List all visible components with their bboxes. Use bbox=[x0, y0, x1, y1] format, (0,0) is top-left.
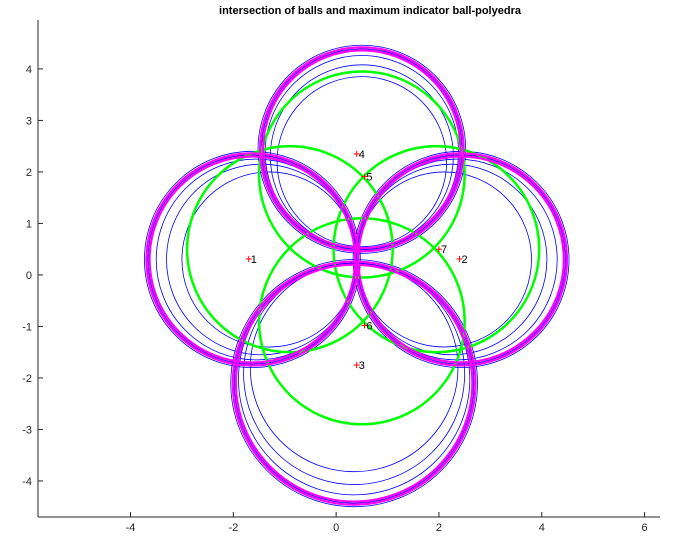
magenta-circle-2 bbox=[262, 49, 462, 250]
y-tick-label: 3 bbox=[26, 115, 32, 127]
magenta-circle-8 bbox=[234, 263, 474, 503]
x-ticks: -4 -2 0 2 4 6 bbox=[126, 512, 648, 534]
x-tick-label: 0 bbox=[333, 522, 339, 534]
x-tick-label: -4 bbox=[126, 522, 136, 534]
green-circle-2 bbox=[185, 144, 394, 354]
y-tick-label: -2 bbox=[22, 373, 32, 385]
point-label-6: 6 bbox=[366, 320, 372, 332]
blue-circle-5 bbox=[276, 76, 448, 248]
point-label-5: 5 bbox=[366, 172, 372, 184]
green-circle-1 bbox=[257, 70, 466, 279]
y-ticks: -4 -3 -2 -1 0 1 2 3 4 bbox=[22, 64, 43, 488]
points-layer: 1 2 3 45 6 7 bbox=[245, 149, 468, 372]
green-circle-4 bbox=[257, 217, 466, 426]
magenta-circle-5 bbox=[354, 152, 569, 367]
y-tick-label: 4 bbox=[26, 64, 32, 76]
chart-title: intersection of balls and maximum indica… bbox=[219, 5, 522, 17]
y-tick-label: 2 bbox=[26, 167, 32, 179]
x-tick-label: 6 bbox=[642, 522, 648, 534]
circles-layer bbox=[144, 44, 570, 508]
magenta-circle-6 bbox=[357, 155, 565, 364]
x-tick-label: -2 bbox=[228, 522, 238, 534]
y-tick-label: 1 bbox=[26, 218, 32, 230]
x-tick-label: 4 bbox=[539, 522, 545, 534]
x-tick-label: 2 bbox=[436, 522, 442, 534]
magenta-circle-1 bbox=[258, 46, 465, 253]
magenta-circle-7 bbox=[231, 260, 477, 506]
y-tick-label: 0 bbox=[26, 270, 32, 282]
point-label-2: 2 bbox=[462, 254, 468, 266]
y-tick-label: -4 bbox=[22, 476, 32, 488]
green-circle-3 bbox=[332, 144, 541, 354]
point-label-7: 7 bbox=[441, 244, 447, 256]
y-tick-label: -3 bbox=[22, 424, 32, 436]
y-tick-label: -1 bbox=[22, 321, 32, 333]
point-label-3: 3 bbox=[359, 360, 365, 372]
point-label-1: 1 bbox=[251, 254, 257, 266]
point-label-4: 4 bbox=[359, 149, 365, 161]
blue-circle-10 bbox=[181, 171, 358, 348]
